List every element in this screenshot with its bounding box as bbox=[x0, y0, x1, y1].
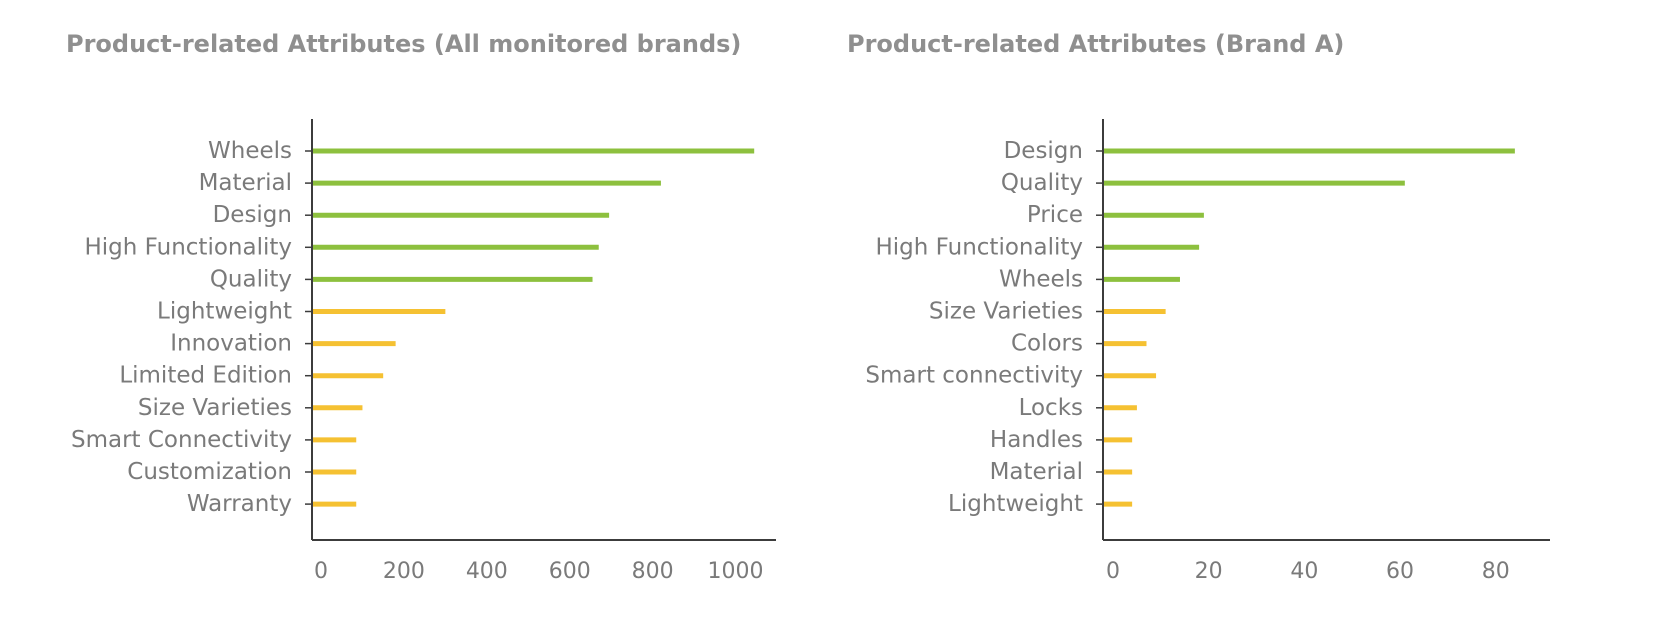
x-tick-label-80: 80 bbox=[1482, 559, 1510, 584]
x-tick-label-0: 0 bbox=[1106, 559, 1120, 584]
category-label-high-functionality: High Functionality bbox=[84, 234, 292, 260]
category-label-innovation: Innovation bbox=[170, 331, 292, 357]
category-label-wheels: Wheels bbox=[999, 266, 1083, 292]
category-label-colors: Colors bbox=[1011, 331, 1083, 357]
category-label-handles: Handles bbox=[990, 427, 1083, 453]
category-label-material: Material bbox=[199, 170, 292, 196]
category-label-price: Price bbox=[1027, 202, 1083, 228]
x-tick-label-400: 400 bbox=[466, 559, 508, 584]
category-label-size-varieties: Size Varieties bbox=[138, 395, 292, 421]
x-tick-label-1000: 1000 bbox=[708, 559, 764, 584]
category-label-lightweight: Lightweight bbox=[157, 299, 292, 325]
chart-title-all-brands: Product-related Attributes (All monitore… bbox=[66, 30, 742, 58]
x-tick-label-600: 600 bbox=[549, 559, 591, 584]
category-label-material: Material bbox=[990, 459, 1083, 485]
category-label-design: Design bbox=[213, 202, 292, 228]
x-tick-label-20: 20 bbox=[1195, 559, 1223, 584]
category-label-quality: Quality bbox=[210, 266, 292, 292]
category-label-limited-edition: Limited Edition bbox=[119, 363, 292, 389]
x-tick-label-200: 200 bbox=[383, 559, 425, 584]
category-label-smart-connectivity: Smart Connectivity bbox=[71, 427, 292, 453]
bar-chart-all-brands: Wheels Material Design High Functionality Qu… bbox=[71, 119, 776, 584]
category-label-quality: Quality bbox=[1001, 170, 1083, 196]
category-label-warranty: Warranty bbox=[187, 491, 292, 517]
category-label-wheels: Wheels bbox=[208, 138, 292, 164]
x-tick-label-40: 40 bbox=[1290, 559, 1318, 584]
category-label-high-functionality: High Functionality bbox=[875, 234, 1083, 260]
x-tick-label-800: 800 bbox=[632, 559, 674, 584]
x-tick-label-0: 0 bbox=[314, 559, 328, 584]
x-tick-label-60: 60 bbox=[1386, 559, 1414, 584]
category-label-lightweight: Lightweight bbox=[948, 491, 1083, 517]
category-label-locks: Locks bbox=[1019, 395, 1083, 421]
chart-title-brand-a: Product-related Attributes (Brand A) bbox=[847, 30, 1345, 58]
category-label-design: Design bbox=[1004, 138, 1083, 164]
category-label-customization: Customization bbox=[127, 459, 292, 485]
category-label-size-varieties: Size Varieties bbox=[929, 299, 1083, 325]
category-label-smart-connectivity: Smart connectivity bbox=[865, 363, 1083, 389]
